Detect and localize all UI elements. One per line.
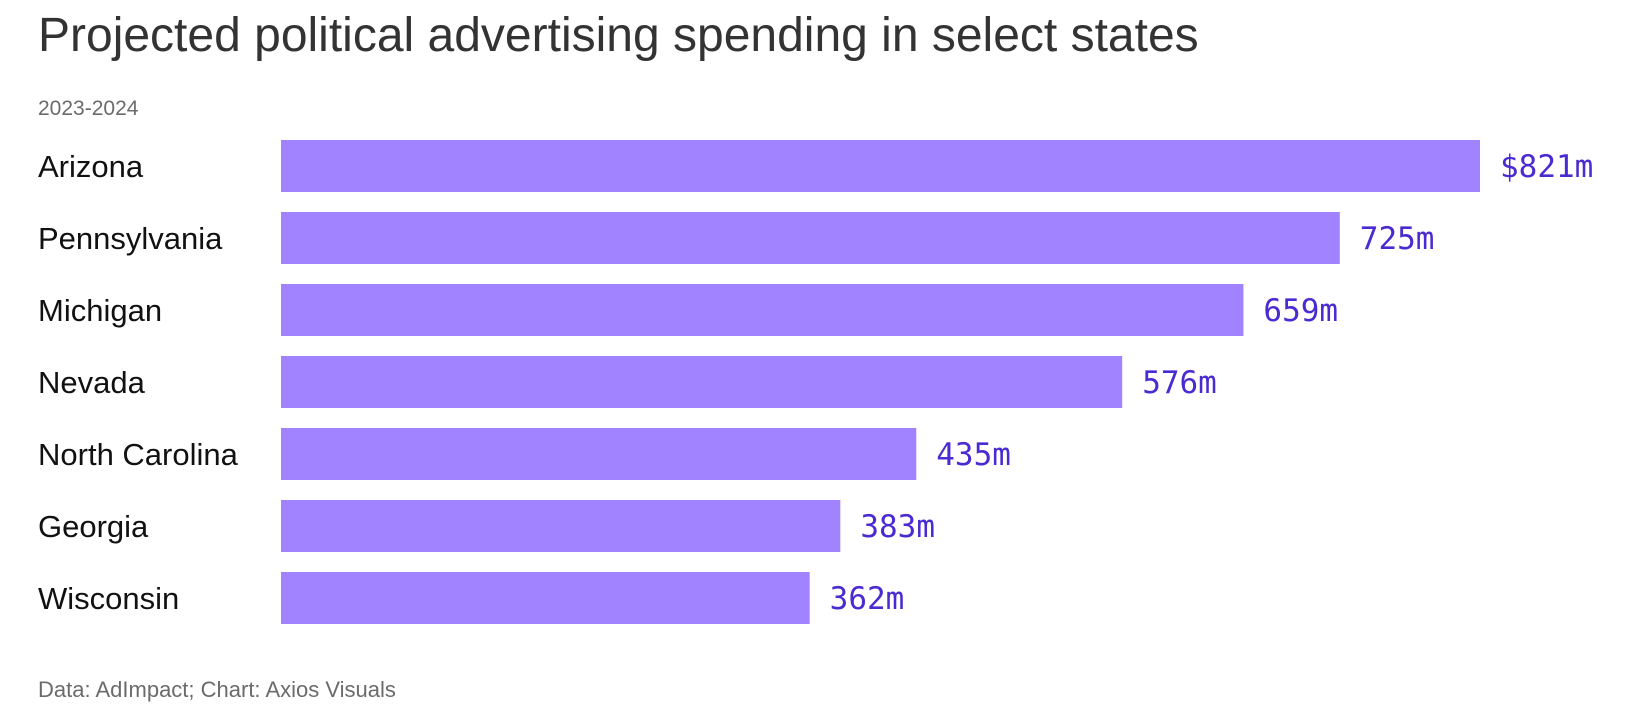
value-label: $821m xyxy=(1500,149,1593,185)
value-label: 576m xyxy=(1142,365,1217,401)
chart-title: Projected political advertising spending… xyxy=(38,9,1199,62)
value-label: 383m xyxy=(860,509,935,545)
value-label: 435m xyxy=(936,437,1011,473)
value-label: 362m xyxy=(830,581,905,617)
bar-chart: Arizona $821m Pennsylvania 725m Michigan 659m… xyxy=(38,140,1593,624)
category-label: Nevada xyxy=(38,365,146,400)
category-label: Michigan xyxy=(38,293,162,328)
bar-north-carolina xyxy=(281,428,917,480)
category-label: Pennsylvania xyxy=(38,221,223,256)
value-label: 659m xyxy=(1263,293,1338,329)
bar-georgia xyxy=(281,500,841,552)
value-label: 725m xyxy=(1360,221,1435,257)
bar-arizona xyxy=(281,140,1480,192)
bar-pennsylvania xyxy=(281,212,1340,264)
category-label: Wisconsin xyxy=(38,581,179,616)
bar-wisconsin xyxy=(281,572,810,624)
category-label: Arizona xyxy=(38,149,144,184)
chart-subtitle: 2023-2024 xyxy=(38,97,139,120)
category-label: North Carolina xyxy=(38,437,239,472)
source-note: Data: AdImpact; Chart: Axios Visuals xyxy=(38,677,396,702)
bar-nevada xyxy=(281,356,1123,408)
category-label: Georgia xyxy=(38,509,149,544)
bar-michigan xyxy=(281,284,1244,336)
